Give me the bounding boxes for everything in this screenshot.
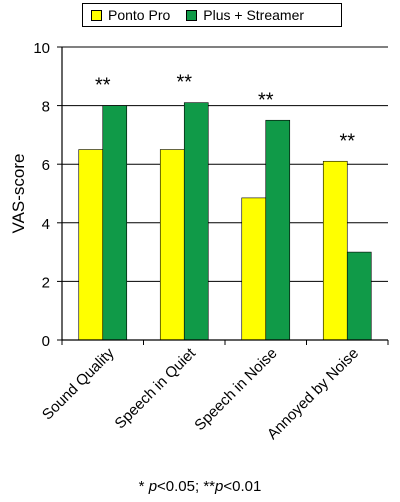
significance-marker: ** xyxy=(176,72,192,94)
bar-plus-streamer xyxy=(102,105,128,341)
y-axis-title: VAS-score xyxy=(9,154,28,234)
bar-plus-streamer xyxy=(346,251,372,341)
bar-ponto-pro xyxy=(322,160,348,341)
significance-marker: ** xyxy=(95,75,111,97)
legend-swatch-plus-streamer xyxy=(186,9,198,21)
bar-ponto-pro xyxy=(78,149,104,341)
significance-footnote: * p<0.05; **p<0.01 xyxy=(138,478,262,495)
bar-ponto-pro xyxy=(241,197,267,341)
y-tick-label: 2 xyxy=(42,274,50,291)
bar-ponto-pro xyxy=(159,149,185,341)
legend-item-ponto-pro: Ponto Pro xyxy=(91,7,170,23)
y-tick-label: 0 xyxy=(42,333,50,350)
bar-plus-streamer xyxy=(265,119,291,341)
legend-label-plus-streamer: Plus + Streamer xyxy=(203,7,305,23)
bar-plus-streamer xyxy=(183,102,209,341)
x-category-label: Sound Quality xyxy=(39,344,118,423)
legend-label-ponto-pro: Ponto Pro xyxy=(108,7,171,23)
y-tick-label: 8 xyxy=(42,99,50,116)
chart-legend: Ponto Pro Plus + Streamer xyxy=(82,3,342,27)
x-category-label: Speech in Quiet xyxy=(112,344,200,432)
significance-marker: ** xyxy=(339,130,355,152)
y-tick-label: 10 xyxy=(33,40,50,57)
x-category-label: Speech in Noise xyxy=(191,345,280,434)
legend-item-plus-streamer: Plus + Streamer xyxy=(186,7,304,23)
y-tick-label: 4 xyxy=(42,216,50,233)
bar-chart: 0 2 4 6 8 10 ** Sound Quality ** Speech in Quiet *… xyxy=(9,40,389,443)
y-tick-label: 6 xyxy=(42,157,50,174)
x-category-label: Annoyed by Noise xyxy=(264,345,362,443)
significance-marker: ** xyxy=(258,89,274,111)
legend-swatch-ponto-pro xyxy=(91,9,102,21)
